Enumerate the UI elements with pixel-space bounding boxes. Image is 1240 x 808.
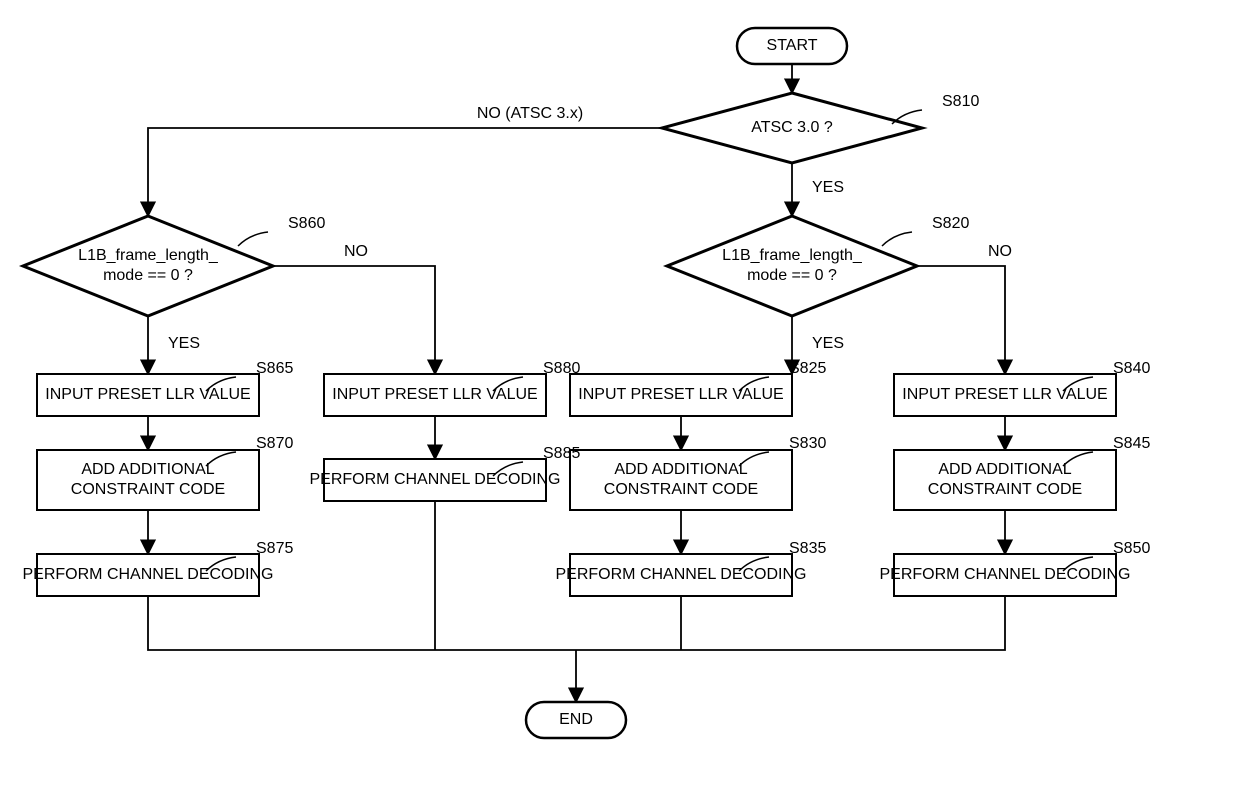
terminal-start: START [737, 28, 847, 64]
svg-text:PERFORM CHANNEL DECODING: PERFORM CHANNEL DECODING [310, 471, 561, 488]
step-label-S870: S870 [256, 435, 293, 452]
svg-text:INPUT PRESET LLR VALUE: INPUT PRESET LLR VALUE [332, 386, 537, 403]
node-text-p850: PERFORM CHANNEL DECODING [880, 566, 1131, 583]
node-text-p875: PERFORM CHANNEL DECODING [23, 566, 274, 583]
step-label-S840: S840 [1113, 360, 1150, 377]
node-text-d810: ATSC 3.0 ? [751, 119, 833, 136]
svg-text:CONSTRAINT CODE: CONSTRAINT CODE [928, 481, 1082, 498]
edge-label: NO [344, 243, 368, 260]
process-p825: INPUT PRESET LLR VALUE S825 [570, 360, 826, 416]
process-p880: INPUT PRESET LLR VALUE S880 [324, 360, 580, 416]
svg-text:INPUT PRESET LLR VALUE: INPUT PRESET LLR VALUE [578, 386, 783, 403]
terminal-end: END [526, 702, 626, 738]
step-label-S875: S875 [256, 540, 293, 557]
node-text-p865: INPUT PRESET LLR VALUE [45, 386, 250, 403]
step-label-S810: S810 [942, 93, 979, 110]
edge-label: NO [988, 243, 1012, 260]
node-text-p840: INPUT PRESET LLR VALUE [902, 386, 1107, 403]
node-text-p885: PERFORM CHANNEL DECODING [310, 471, 561, 488]
step-label-S845: S845 [1113, 435, 1150, 452]
svg-text:PERFORM CHANNEL DECODING: PERFORM CHANNEL DECODING [23, 566, 274, 583]
step-label-S820: S820 [932, 215, 969, 232]
edge [917, 266, 1005, 374]
svg-text:ADD ADDITIONAL: ADD ADDITIONAL [81, 461, 214, 478]
process-p850: PERFORM CHANNEL DECODING S850 [880, 540, 1151, 596]
step-label-S850: S850 [1113, 540, 1150, 557]
edge [576, 596, 1005, 650]
process-p875: PERFORM CHANNEL DECODING S875 [23, 540, 294, 596]
svg-text:PERFORM CHANNEL DECODING: PERFORM CHANNEL DECODING [880, 566, 1131, 583]
edge [273, 266, 435, 374]
step-label-S885: S885 [543, 445, 580, 462]
svg-text:START: START [767, 37, 818, 54]
decision-d810: ATSC 3.0 ? S810 [662, 93, 979, 163]
svg-text:mode == 0 ?: mode == 0 ? [103, 267, 193, 284]
node-text-start: START [767, 37, 818, 54]
node-text-p835: PERFORM CHANNEL DECODING [556, 566, 807, 583]
svg-text:INPUT PRESET LLR VALUE: INPUT PRESET LLR VALUE [902, 386, 1107, 403]
svg-text:INPUT PRESET LLR VALUE: INPUT PRESET LLR VALUE [45, 386, 250, 403]
process-p885: PERFORM CHANNEL DECODING S885 [310, 445, 581, 501]
edge-label: YES [812, 335, 844, 352]
svg-text:L1B_frame_length_: L1B_frame_length_ [722, 247, 863, 264]
step-label-S880: S880 [543, 360, 580, 377]
process-p865: INPUT PRESET LLR VALUE S865 [37, 360, 293, 416]
node-text-p880: INPUT PRESET LLR VALUE [332, 386, 537, 403]
process-p830: ADD ADDITIONAL CONSTRAINT CODE S830 [570, 435, 826, 510]
process-p835: PERFORM CHANNEL DECODING S835 [556, 540, 827, 596]
step-label-S825: S825 [789, 360, 826, 377]
svg-text:END: END [559, 711, 593, 728]
svg-text:CONSTRAINT CODE: CONSTRAINT CODE [71, 481, 225, 498]
edge-label: YES [168, 335, 200, 352]
flowchart-canvas: YES NO (ATSC 3.x) YES NO YES NO START ATSC 3.0 … [0, 0, 1240, 808]
process-p840: INPUT PRESET LLR VALUE S840 [894, 360, 1150, 416]
svg-text:CONSTRAINT CODE: CONSTRAINT CODE [604, 481, 758, 498]
svg-text:PERFORM CHANNEL DECODING: PERFORM CHANNEL DECODING [556, 566, 807, 583]
svg-text:mode == 0 ?: mode == 0 ? [747, 267, 837, 284]
step-label-S865: S865 [256, 360, 293, 377]
svg-text:L1B_frame_length_: L1B_frame_length_ [78, 247, 219, 264]
edge-label: NO (ATSC 3.x) [477, 105, 583, 122]
node-text-p825: INPUT PRESET LLR VALUE [578, 386, 783, 403]
step-label-S835: S835 [789, 540, 826, 557]
node-text-end: END [559, 711, 593, 728]
step-label-S860: S860 [288, 215, 325, 232]
process-p870: ADD ADDITIONAL CONSTRAINT CODE S870 [37, 435, 293, 510]
edge-label: YES [812, 179, 844, 196]
edge [148, 128, 662, 216]
step-label-S830: S830 [789, 435, 826, 452]
svg-text:ADD ADDITIONAL: ADD ADDITIONAL [938, 461, 1071, 478]
svg-text:ATSC 3.0 ?: ATSC 3.0 ? [751, 119, 833, 136]
process-p845: ADD ADDITIONAL CONSTRAINT CODE S845 [894, 435, 1150, 510]
edge [148, 596, 576, 650]
svg-text:ADD ADDITIONAL: ADD ADDITIONAL [614, 461, 747, 478]
